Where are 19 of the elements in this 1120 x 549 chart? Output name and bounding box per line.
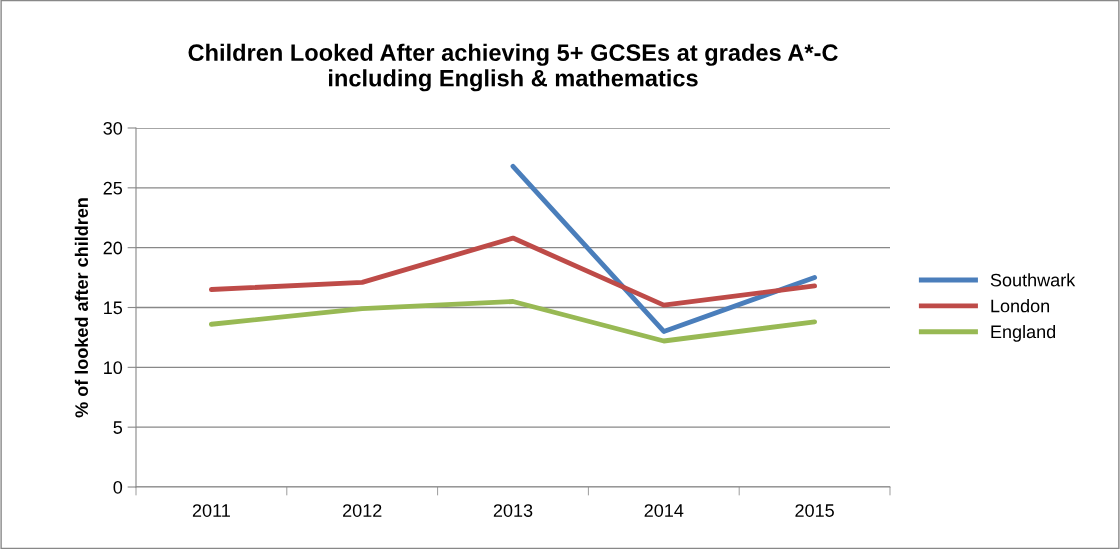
- line-series: [208, 299, 818, 344]
- y-axis-title: % of looked after children: [74, 198, 89, 418]
- y-tick-label: 25: [103, 181, 123, 195]
- x-tick-label: 2011: [192, 504, 230, 517]
- legend-label: London: [991, 299, 1050, 313]
- line-series: [208, 235, 818, 308]
- x-tick-label: 2013: [493, 504, 533, 517]
- y-tick-label: 0: [113, 480, 123, 494]
- chart-title: Children Looked After achieving 5+ GCSEs at grades A*-C including English & mathematics: [188, 43, 838, 92]
- y-tick-label: 15: [104, 301, 123, 315]
- legend-label: Southwark: [990, 273, 1076, 287]
- x-tick-label: 2015: [795, 504, 834, 517]
- x-tick-label: 2014: [644, 504, 684, 517]
- y-tick-label: 20: [103, 241, 123, 255]
- y-tick-label: 10: [104, 361, 123, 375]
- y-tick-label: 30: [103, 121, 123, 135]
- legend-label: England: [991, 324, 1056, 342]
- y-tick-label: 5: [113, 421, 123, 434]
- x-tick-label: 2012: [343, 504, 382, 517]
